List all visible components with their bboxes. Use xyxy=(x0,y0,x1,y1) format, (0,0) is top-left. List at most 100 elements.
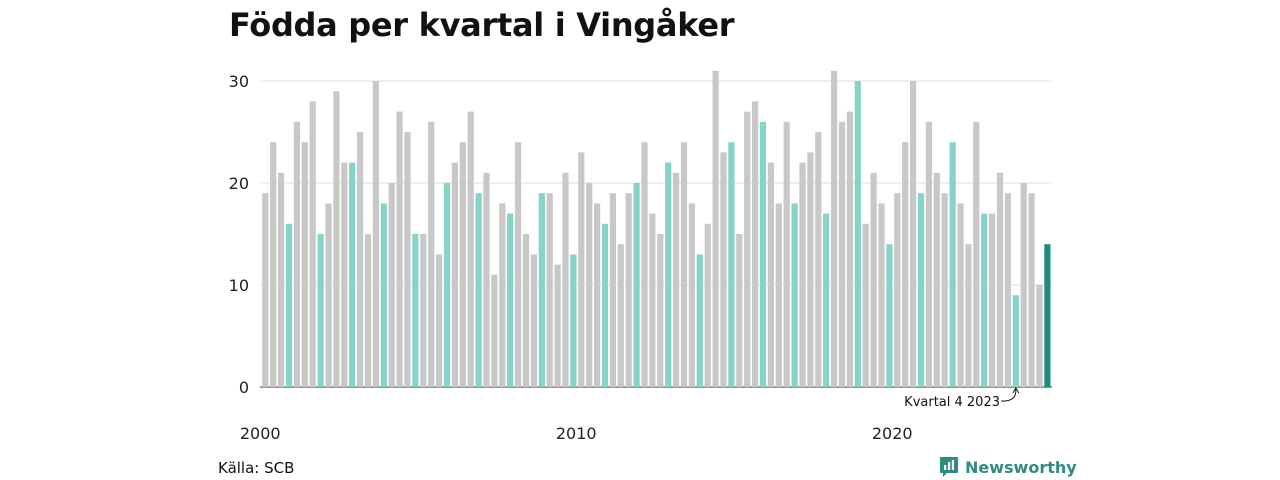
bar xyxy=(815,132,822,387)
bar xyxy=(949,142,956,387)
bar xyxy=(594,203,601,387)
bar xyxy=(744,111,751,387)
bar xyxy=(475,193,482,387)
bar xyxy=(957,203,964,387)
bar xyxy=(357,132,364,387)
bar xyxy=(799,162,806,387)
y-tick-label: 0 xyxy=(239,378,249,397)
bar xyxy=(965,244,972,387)
bar xyxy=(902,142,909,387)
bar xyxy=(554,264,561,387)
bar xyxy=(293,121,300,388)
bar xyxy=(933,172,940,387)
bar xyxy=(349,162,356,387)
bar xyxy=(807,152,814,387)
bar xyxy=(633,183,640,387)
annotation: Kvartal 4 2023 xyxy=(904,387,1020,410)
bar xyxy=(443,183,451,387)
bar xyxy=(262,193,269,387)
bar xyxy=(910,81,917,387)
bar xyxy=(688,203,695,387)
bar xyxy=(412,234,419,387)
bar xyxy=(436,254,443,387)
bar xyxy=(791,203,798,387)
bar xyxy=(570,254,577,387)
bar xyxy=(380,203,387,387)
bar xyxy=(333,91,340,387)
bar xyxy=(278,172,285,387)
bar xyxy=(759,121,767,388)
bar xyxy=(1012,295,1019,387)
bar xyxy=(285,223,293,387)
bar xyxy=(712,70,719,388)
bar xyxy=(989,213,996,387)
bar xyxy=(388,183,395,387)
bar xyxy=(325,203,332,387)
brand-name: Newsworthy xyxy=(965,457,1077,477)
bar xyxy=(617,244,624,387)
bar xyxy=(499,203,506,387)
bar xyxy=(530,254,537,387)
bar xyxy=(917,193,925,387)
annotation-label: Kvartal 4 2023 xyxy=(904,395,1000,410)
bar xyxy=(886,244,893,387)
bar xyxy=(341,162,348,387)
bar xyxy=(1036,285,1043,387)
bar xyxy=(941,193,948,387)
newsworthy-logo-icon xyxy=(940,457,958,477)
bar xyxy=(301,142,308,387)
bar xyxy=(657,234,664,387)
bar xyxy=(736,234,743,387)
bar xyxy=(601,223,609,387)
bar xyxy=(1028,193,1035,387)
bar xyxy=(404,132,411,387)
bar xyxy=(641,142,648,387)
bar xyxy=(854,81,861,387)
bar xyxy=(317,234,324,387)
bar xyxy=(515,142,522,387)
bar xyxy=(467,111,474,387)
bar xyxy=(609,193,616,387)
bar xyxy=(372,81,379,387)
chart-title: Födda per kvartal i Vingåker xyxy=(229,6,735,44)
annotation-arrow xyxy=(1000,388,1017,402)
bar xyxy=(586,183,593,387)
x-tick-label: 2010 xyxy=(556,424,597,443)
bar xyxy=(396,111,403,387)
y-tick-label: 10 xyxy=(229,276,249,295)
bar xyxy=(981,213,988,387)
bar xyxy=(1044,244,1051,387)
bar xyxy=(673,172,680,387)
bar xyxy=(823,213,830,387)
bar xyxy=(775,203,782,387)
x-tick-label: 2020 xyxy=(872,424,913,443)
bar xyxy=(522,234,530,387)
bar xyxy=(364,234,372,387)
bar xyxy=(862,223,869,387)
bar xyxy=(538,193,545,387)
x-axis-ticks: 2000 2010 2020 xyxy=(240,424,913,443)
bar xyxy=(704,223,711,387)
bar xyxy=(783,121,790,388)
bar xyxy=(925,121,932,388)
bar xyxy=(878,203,885,387)
bar xyxy=(1020,183,1027,387)
bar xyxy=(483,172,490,387)
bar-chart: 0 10 20 30 2000 2010 2020 Kvartal 4 2023 xyxy=(229,70,1052,443)
bar xyxy=(894,193,901,387)
bar xyxy=(870,172,877,387)
bar xyxy=(846,111,853,387)
bar xyxy=(625,193,632,387)
y-axis-ticks: 0 10 20 30 xyxy=(229,72,249,397)
y-tick-label: 30 xyxy=(229,72,249,91)
bar xyxy=(459,142,466,387)
brand-logo: Newsworthy xyxy=(939,456,1077,478)
x-tick-label: 2000 xyxy=(240,424,281,443)
bar xyxy=(428,121,435,388)
source-note: Källa: SCB xyxy=(218,459,295,477)
bar xyxy=(578,152,585,387)
bar xyxy=(996,172,1004,387)
bar xyxy=(665,162,672,387)
bars xyxy=(262,70,1051,388)
bar xyxy=(767,162,774,387)
